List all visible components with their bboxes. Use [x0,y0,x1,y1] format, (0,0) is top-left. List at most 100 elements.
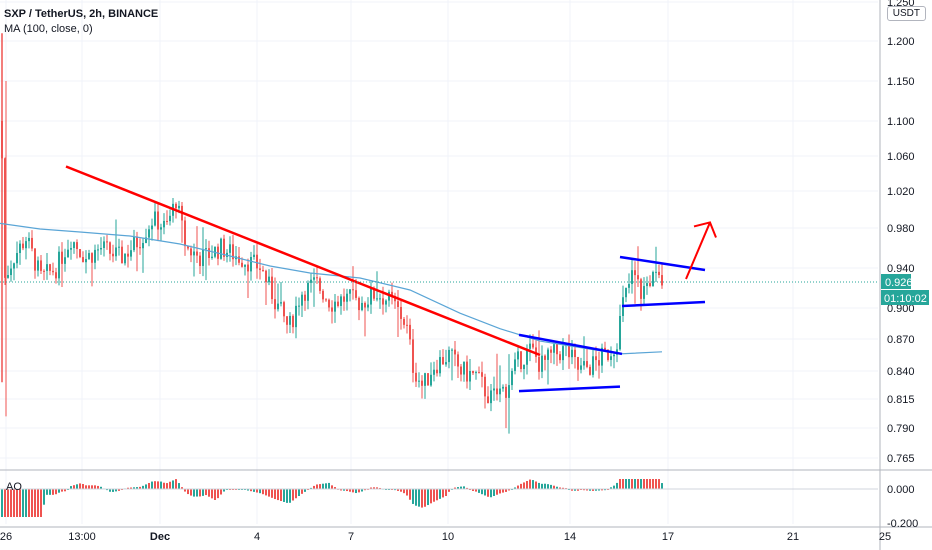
candle-body [163,221,165,227]
ao-bar [490,489,492,497]
price-axis-label: 1.020 [887,186,915,198]
candle-body [559,354,561,360]
candle-body [403,319,405,325]
blue-flag-bottom-line [622,302,705,306]
candle-body [220,239,222,259]
ao-bar [640,479,642,489]
candle-body [367,305,369,308]
candle-body [199,256,201,266]
ao-bar [445,489,447,496]
candle-body [514,359,516,371]
candle-body [322,291,324,299]
candle-body [655,272,657,273]
ao-bar [4,489,6,517]
time-axis-label: 7 [348,531,354,543]
candle-body [430,375,432,386]
candle-body [640,279,642,299]
candle-body [241,263,243,267]
candle-body [46,264,48,271]
ao-bar [532,480,534,489]
price-axis-label: 0.790 [887,423,915,435]
candle-body [577,357,579,370]
ao-bar [526,481,528,489]
candle-body [238,256,240,262]
candle-body [301,295,303,306]
candle-body [340,296,342,306]
ao-bar [211,489,213,498]
candle-body [160,227,162,229]
candle-body [118,247,120,248]
candle-body [121,247,123,264]
candle-body [196,252,198,256]
candle-body [319,278,321,291]
candle-body [7,275,9,278]
ao-bar [403,489,405,493]
candle-body [49,264,51,271]
candle-body [556,344,558,354]
candle-body [472,371,474,373]
time-axis-label: 26 [0,531,12,543]
candle-body [34,249,36,271]
candle-body [580,365,582,369]
candle-body [448,350,450,362]
time-axis-label: 4 [254,531,260,543]
ao-bar [631,479,633,489]
candle-body [499,389,501,395]
candle-body [325,299,327,300]
candle-body [439,357,441,373]
ao-bar [52,489,54,495]
candle-body [598,360,600,365]
candle-body [487,396,489,403]
candle-body [349,289,351,293]
candle-body [169,216,171,221]
ao-bar [322,484,324,489]
candle-body [424,373,426,386]
ao-bar [496,489,498,495]
candle-body [511,371,513,385]
ao-bar [196,489,198,497]
candle-body [229,244,231,253]
ao-bar [259,489,261,493]
price-axis-label: 1.200 [887,36,915,48]
ao-bar [205,489,207,495]
candle-body [409,325,411,340]
ao-bar [523,482,525,489]
ao-bar [295,489,297,498]
ao-bar [406,489,408,496]
candle-body [652,272,654,286]
candle-body [433,370,435,375]
currency-button[interactable]: USDT [887,6,926,21]
candle-body [142,243,144,248]
candle-body [139,247,141,248]
candle-body [25,241,27,248]
candle-body [463,362,465,375]
ao-bar [154,481,156,489]
candle-body [481,372,483,377]
candle-body [148,229,150,237]
candle-body [283,302,285,316]
ao-bar [265,489,267,495]
ao-bar [82,484,84,489]
ao-bar [427,489,429,505]
ao-bar [661,483,663,489]
ao-bar [646,479,648,489]
candle-body [418,381,420,382]
candle-body [88,253,90,259]
candle-body [523,365,525,369]
time-axis-label: 17 [662,531,674,543]
ao-bar [547,484,549,489]
candle-body [70,248,72,250]
price-axis-label: 0.940 [887,263,915,275]
candle-body [538,357,540,372]
candle-body [505,387,507,398]
candle-body [658,272,660,275]
ao-bar [478,489,480,493]
ao-bar [217,489,219,498]
ao-bar [91,485,93,489]
ao-bar [325,483,327,489]
candle-body [91,253,93,263]
ao-bar [25,489,27,517]
ao-bar [352,489,354,492]
candle-body [529,344,531,349]
